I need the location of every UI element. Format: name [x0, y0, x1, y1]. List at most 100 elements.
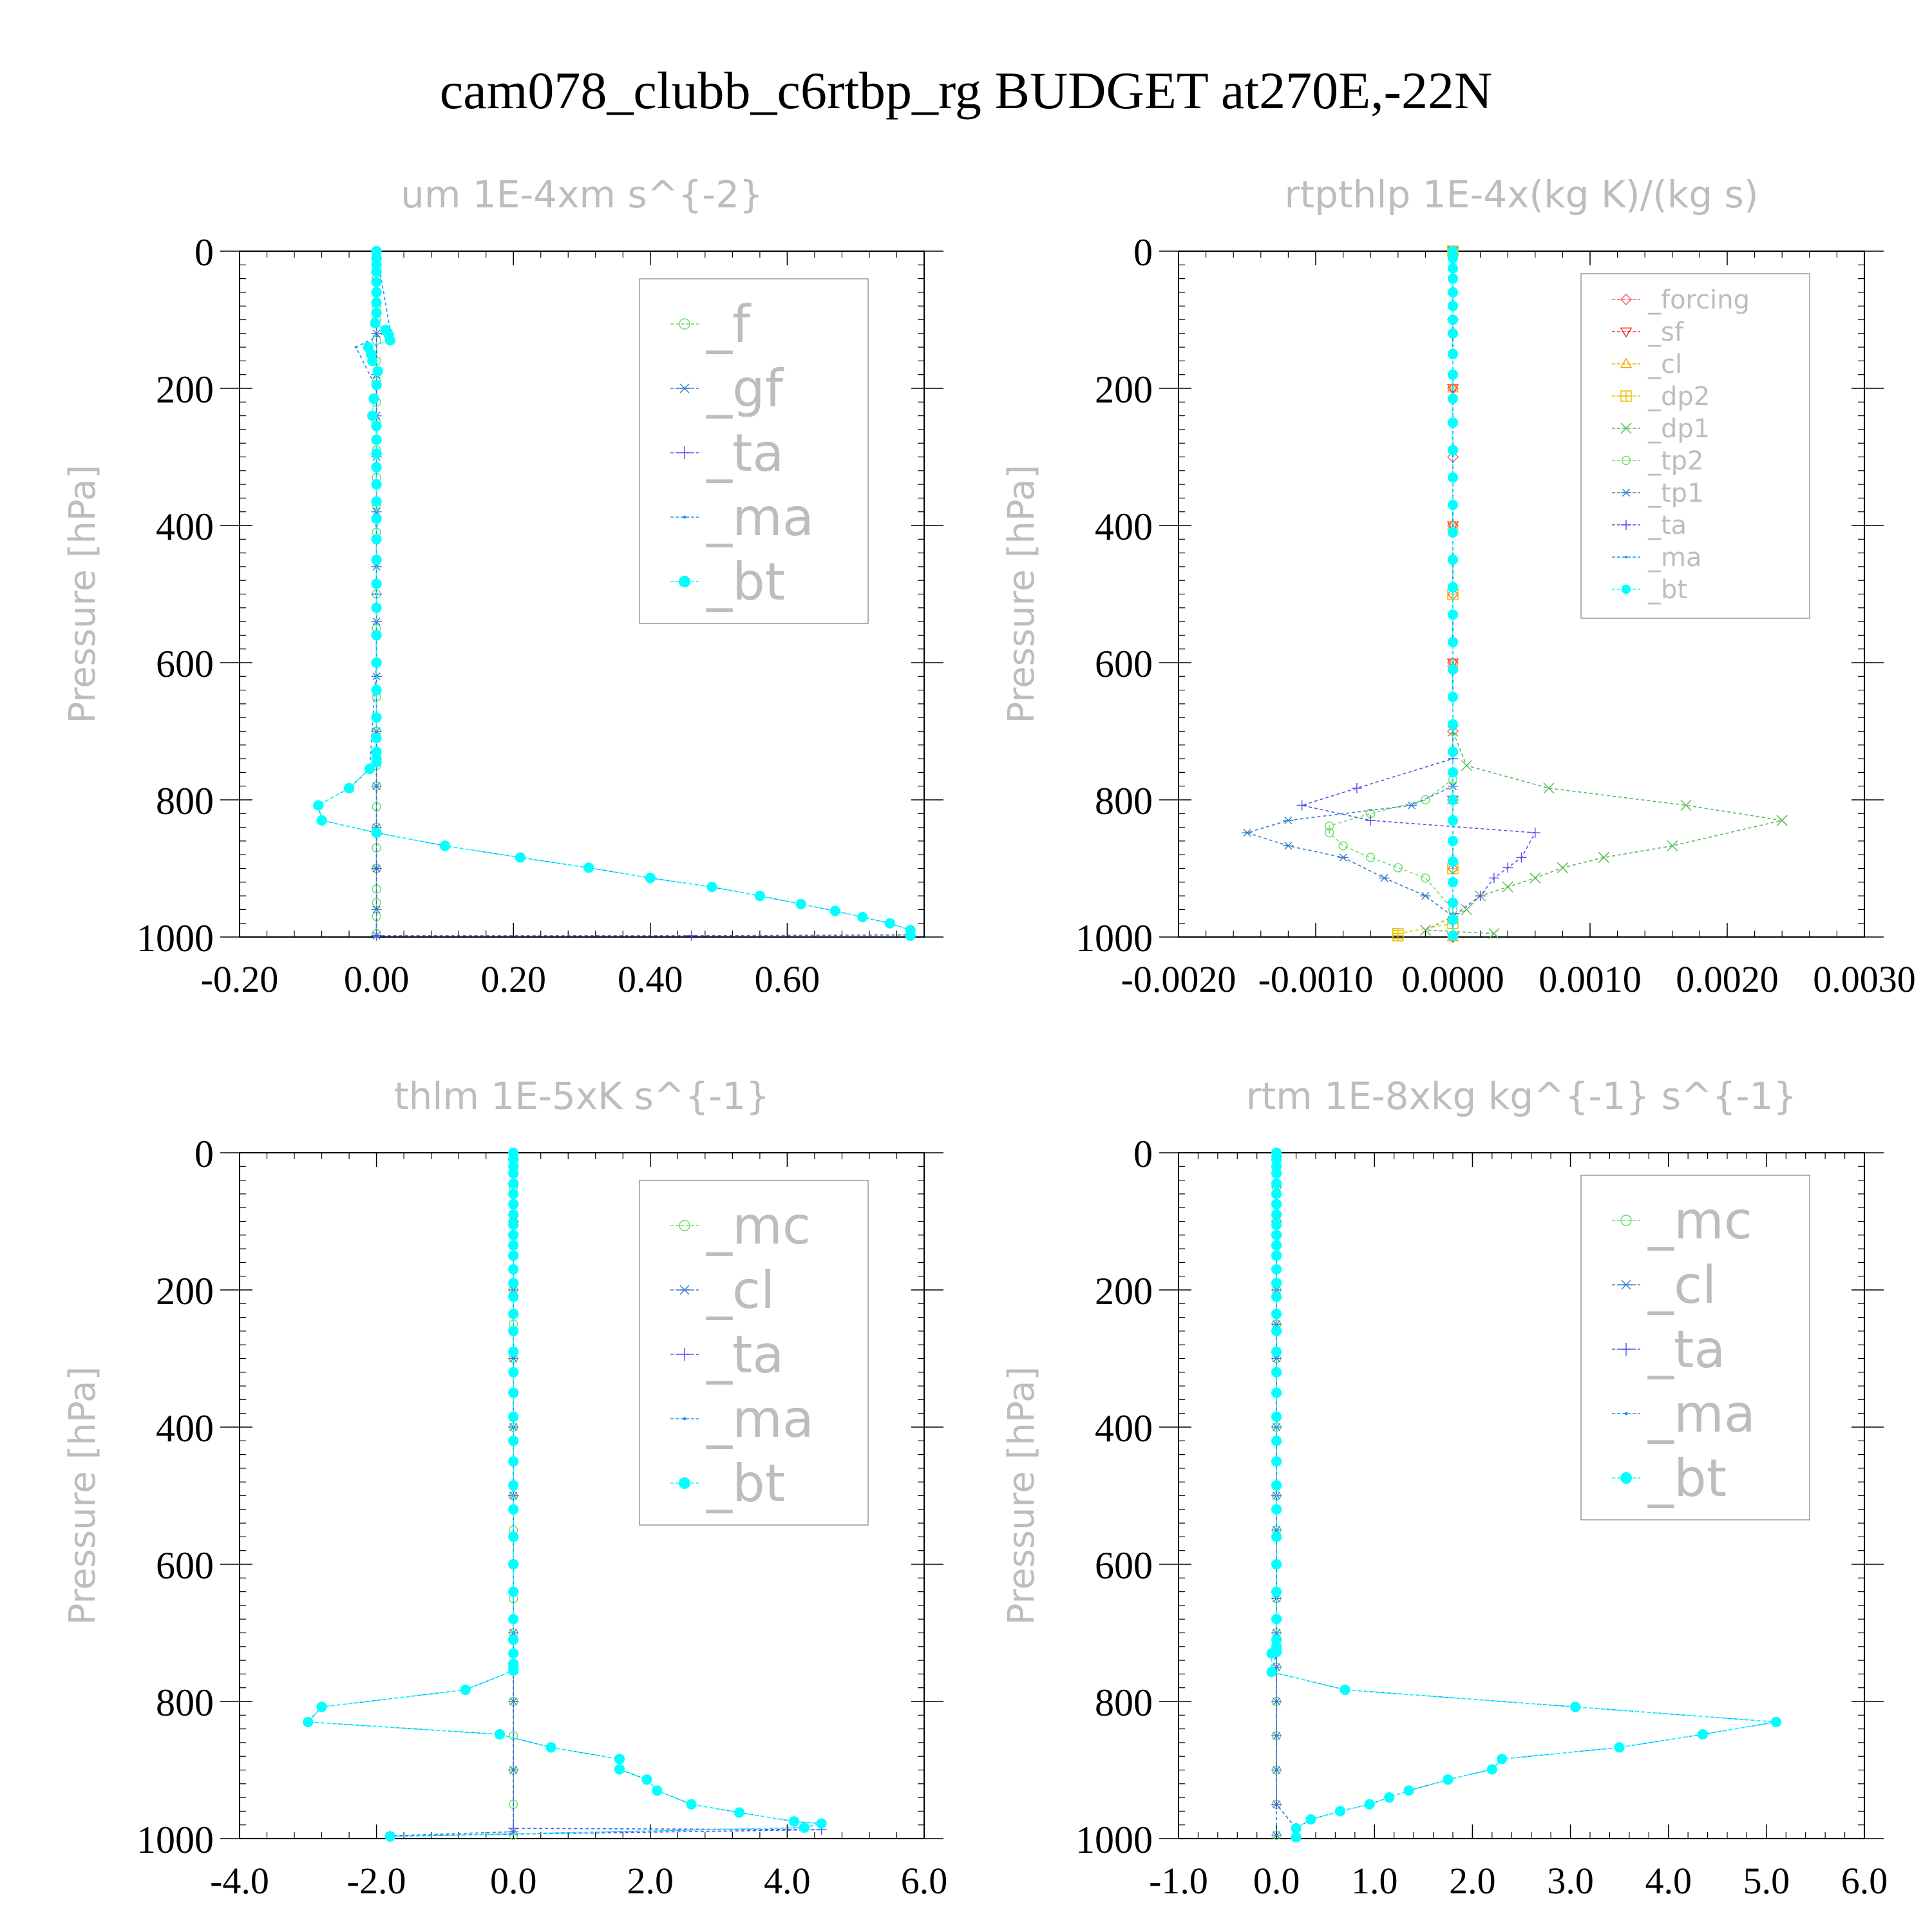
data-point-bt: [508, 1219, 519, 1230]
data-point-bt: [1447, 767, 1459, 778]
data-point-bt: [1496, 1754, 1508, 1765]
legend-marker: [1620, 390, 1632, 402]
data-point-bt: [371, 276, 382, 288]
data-point-bt: [371, 297, 382, 308]
data-point-bt: [614, 1754, 625, 1765]
x-tick-label: 0.0020: [1676, 958, 1779, 1000]
legend-label: _f: [706, 294, 752, 354]
data-point-bt: [1271, 1198, 1282, 1209]
x-tick-label: 0.0010: [1539, 958, 1642, 1000]
legend-label: _cl: [706, 1260, 775, 1320]
data-point-bt: [1384, 1792, 1395, 1803]
legend-label: _forcing: [1647, 285, 1750, 315]
data-point-bt: [1447, 314, 1459, 325]
data-point-cl: [1271, 1697, 1282, 1706]
data-point-dp1: [1776, 815, 1788, 826]
data-point-bt: [1266, 1667, 1277, 1678]
data-point-bt: [1447, 746, 1459, 757]
data-point-ta: [1271, 1799, 1282, 1810]
data-point-bt: [316, 1701, 327, 1712]
data-point-bt: [1403, 1785, 1414, 1796]
legend-label: _tp1: [1647, 478, 1704, 508]
x-tick-label: 2.0: [1449, 1860, 1496, 1902]
y-tick-label: 200: [156, 1270, 214, 1312]
data-point-bt: [641, 1774, 652, 1785]
data-point-bt: [508, 1665, 519, 1676]
y-tick-label: 200: [1095, 1270, 1153, 1312]
figure-title: cam078_clubb_c6rtbp_rg BUDGET at270E,-22…: [440, 61, 1492, 120]
data-point-ta: [1351, 782, 1362, 793]
data-point-bt: [371, 630, 382, 641]
data-point-bt: [316, 815, 327, 826]
data-point-bt: [508, 1178, 519, 1189]
legend-marker: [1620, 327, 1633, 338]
data-point-bt: [371, 733, 382, 744]
data-point-bt: [371, 828, 382, 838]
data-point-cl: [1271, 1831, 1282, 1839]
y-tick-label: 800: [1095, 1681, 1153, 1724]
data-point-bt: [734, 1807, 745, 1818]
data-point-tp2: [1366, 853, 1376, 862]
data-point-dp1: [1543, 782, 1555, 794]
legend-label: _ma: [706, 1389, 814, 1449]
x-tick-label: 0.0030: [1813, 958, 1916, 1000]
data-point-bt: [1271, 1178, 1282, 1189]
x-tick-label: 4.0: [1645, 1860, 1692, 1902]
data-point-bt: [508, 1209, 519, 1220]
data-point-ta: [1502, 862, 1513, 873]
y-tick-label: 600: [1095, 1544, 1153, 1587]
data-point-bt: [384, 335, 395, 346]
y-axis-label: Pressure [hPa]: [62, 465, 104, 724]
legend-label: _gf: [706, 359, 784, 419]
data-point-bt: [1447, 719, 1459, 730]
data-point-bt: [1271, 1531, 1282, 1542]
data-point-ma: [1452, 661, 1454, 664]
x-tick-label: 3.0: [1547, 1860, 1594, 1902]
data-point-bt: [645, 873, 656, 884]
data-point-bt: [1447, 287, 1459, 298]
data-point-bt: [1364, 1799, 1375, 1810]
y-tick-label: 1000: [137, 917, 214, 960]
data-point-bt: [1271, 1614, 1282, 1625]
legend-marker: [1620, 1280, 1633, 1290]
data-point-bt: [494, 1729, 506, 1740]
data-point-bt: [508, 1188, 519, 1199]
series-group: [313, 245, 916, 941]
x-tick-label: -4.0: [210, 1860, 269, 1902]
data-point-ta: [508, 1823, 519, 1834]
data-point-bt: [508, 1411, 519, 1423]
legend-label: _ma: [706, 488, 814, 547]
data-point-bt: [313, 800, 324, 811]
data-point-bt: [1271, 1264, 1282, 1275]
data-point-bt: [1271, 1278, 1282, 1289]
data-point-dp1: [1461, 904, 1472, 915]
data-point-bt: [371, 513, 382, 524]
data-point-bt: [1447, 417, 1459, 428]
data-point-tp1: [1379, 874, 1390, 882]
data-point-bt: [799, 1822, 810, 1833]
data-point-bt: [706, 882, 717, 893]
data-point-bt: [1271, 1480, 1282, 1491]
y-tick-label: 1000: [137, 1819, 214, 1861]
data-point-bt: [1447, 930, 1459, 941]
data-point-bt: [508, 1456, 519, 1467]
data-point-tp1: [1283, 842, 1294, 850]
legend-marker: [683, 515, 687, 519]
data-point-bt: [795, 898, 806, 909]
data-point-bt: [1271, 1435, 1282, 1446]
data-point-bt: [371, 448, 382, 459]
data-point-bt: [1291, 1832, 1302, 1842]
data-point-dp1: [1557, 862, 1568, 873]
data-point-bt: [1305, 1814, 1316, 1825]
y-axis-label: Pressure [hPa]: [1001, 465, 1043, 724]
data-point-bt: [816, 1818, 827, 1829]
data-point-bt: [545, 1742, 556, 1753]
legend-marker: [1620, 422, 1632, 434]
x-tick-label: 6.0: [1841, 1860, 1888, 1902]
x-tick-label: -0.20: [201, 958, 279, 1000]
data-point-bt: [508, 1250, 519, 1261]
data-point-ma: [354, 346, 357, 349]
data-point-bt: [371, 379, 382, 390]
data-point-bt: [371, 266, 382, 278]
legend-label: _ta: [706, 1325, 784, 1385]
